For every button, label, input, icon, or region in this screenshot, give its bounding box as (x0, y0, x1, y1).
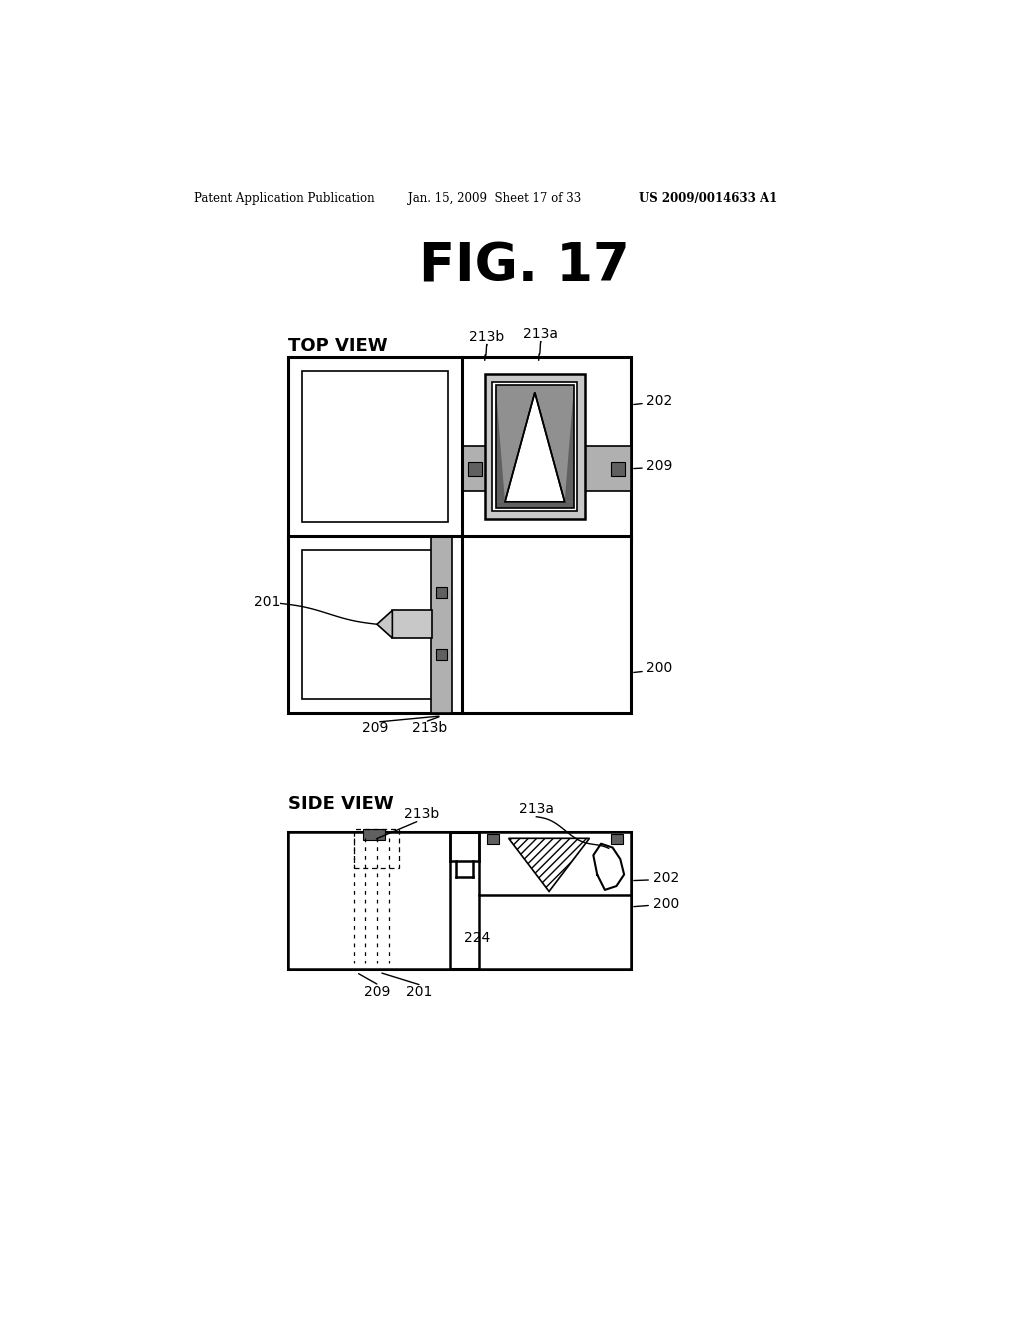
Bar (302, 549, 447, 700)
Text: 200: 200 (652, 896, 679, 911)
Text: TOP VIEW: TOP VIEW (289, 338, 388, 355)
Bar (289, 832, 631, 969)
Polygon shape (377, 610, 392, 638)
Text: 209: 209 (646, 459, 673, 474)
Bar (493, 381, 578, 511)
Text: Patent Application Publication: Patent Application Publication (195, 191, 375, 205)
Text: 202: 202 (646, 393, 673, 408)
Bar (484, 374, 585, 519)
Bar (289, 358, 631, 713)
Bar (289, 832, 451, 969)
Polygon shape (496, 502, 574, 508)
Text: US 2009/0014633 A1: US 2009/0014633 A1 (639, 191, 777, 205)
Text: 201: 201 (254, 595, 281, 609)
Text: SIDE VIEW: SIDE VIEW (289, 795, 394, 813)
Text: 209: 209 (362, 721, 388, 735)
Bar (354, 829, 398, 867)
Bar (392, 610, 432, 638)
Text: 209: 209 (364, 985, 390, 998)
Bar (611, 462, 625, 475)
Text: 213a: 213a (523, 327, 558, 341)
Bar (496, 385, 574, 508)
Text: 213b: 213b (469, 330, 505, 345)
Bar (436, 649, 447, 660)
Polygon shape (505, 392, 564, 502)
Bar (462, 446, 631, 491)
Bar (487, 834, 500, 843)
Bar (496, 385, 574, 508)
Bar (479, 832, 631, 969)
Polygon shape (564, 385, 574, 502)
Bar (436, 587, 447, 598)
Text: Jan. 15, 2009  Sheet 17 of 33: Jan. 15, 2009 Sheet 17 of 33 (408, 191, 581, 205)
Text: 213b: 213b (412, 721, 446, 735)
Bar (431, 536, 453, 713)
Polygon shape (496, 385, 505, 502)
Text: 200: 200 (646, 661, 673, 675)
Text: FIG. 17: FIG. 17 (420, 240, 630, 292)
Text: 224: 224 (464, 931, 490, 945)
Text: 202: 202 (652, 871, 679, 886)
Bar (611, 834, 624, 843)
Text: 213a: 213a (519, 803, 554, 816)
Text: 213b: 213b (404, 808, 439, 821)
Bar (302, 371, 447, 521)
Text: 201: 201 (407, 985, 432, 998)
Bar (468, 462, 481, 475)
Polygon shape (509, 838, 590, 891)
Bar (364, 829, 385, 840)
